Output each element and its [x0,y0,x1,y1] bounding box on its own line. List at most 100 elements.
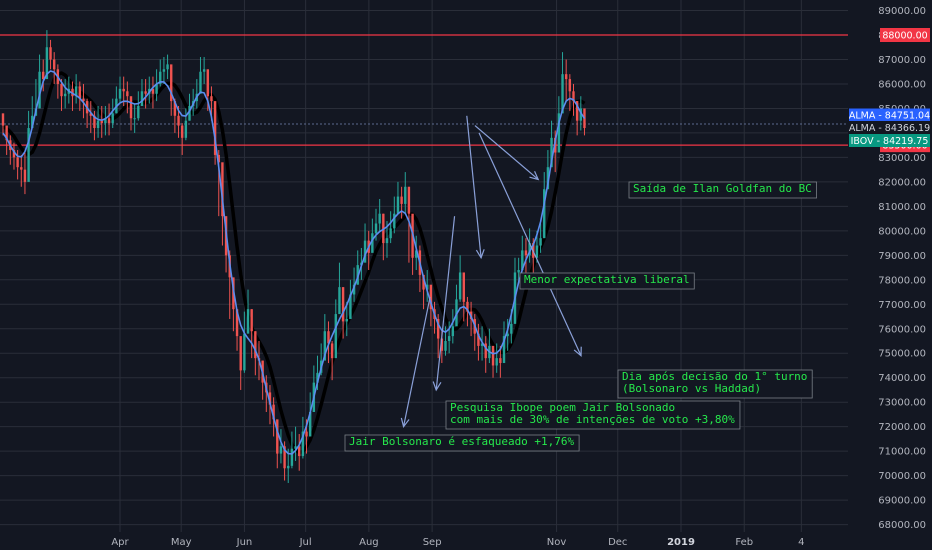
candle-body [510,323,513,334]
annotation-box[interactable] [344,434,580,452]
candle-body [564,74,568,80]
price-tick-label: 78000.00 [878,275,926,286]
candle-body [122,88,125,92]
candle-body [407,186,411,214]
candle-body [177,115,180,126]
candle-body [217,154,220,163]
annotation-text: (Bolsonaro vs Haddad) [622,382,761,395]
price-tick-label: 73000.00 [878,398,926,409]
candle-body [385,238,389,244]
candle-body [543,189,546,239]
candle-body [221,162,224,217]
candle-body [363,240,367,263]
candle-body [78,86,81,99]
candle-body [199,71,202,94]
candle-body [170,64,173,102]
candle-body [235,309,239,337]
annotation-arrow-line[interactable] [466,115,482,258]
candle-body [60,83,63,97]
price-tick-label: 71000.00 [878,447,926,458]
candle-body [140,91,144,106]
candle-body [451,326,455,337]
price-tick-label: 72000.00 [878,422,926,433]
candle-body [27,128,30,182]
candle-body [276,419,279,454]
candle-body [557,113,561,153]
price-tick-label: 79000.00 [878,251,926,262]
annotation-arrow-head [573,346,582,357]
time-tick-label: May [171,537,192,548]
candle-body [89,113,92,116]
candle-body [38,71,41,109]
annotation-box[interactable] [445,400,741,430]
candle-body [206,69,209,97]
candle-body [539,238,542,246]
candle-body [301,431,305,457]
candle-body [561,74,564,114]
candle-body [166,64,169,70]
candle-body [495,358,498,366]
candle-body [400,196,403,204]
candle-body [298,446,301,457]
candle-body [239,336,242,371]
candle-body [42,71,45,80]
hline-price-text: 88000.00 [882,31,927,42]
candle-body [396,196,400,214]
candle-body [129,96,133,119]
price-tick-label: 76000.00 [878,324,926,335]
candle-body [202,69,206,72]
price-axis[interactable]: 68000.00 69000.00 70000.00 71000.00 72000.00… [878,6,926,531]
annotations[interactable]: Saída de Ilan Goldfan do BC Menor expecta… [344,181,817,452]
candle-body [287,465,290,469]
series-price-text: IBOV - 84219.75 [851,136,929,147]
candle-body [462,272,465,302]
candle-body [107,118,111,124]
annotation-arrow-line[interactable] [402,296,431,427]
price-axis-background [848,0,932,532]
candle-body [246,309,250,334]
candle-body [535,245,539,258]
price-tick-label: 81000.00 [878,202,926,213]
candle-body [243,333,246,371]
annotation-arrow-head [475,249,485,260]
annotation-arrows[interactable] [400,115,582,429]
candle-body [374,223,378,234]
annotation-box[interactable] [519,272,695,290]
series-price-tag [849,121,930,134]
candle-body [16,157,19,168]
candle-body [345,318,348,322]
time-axis[interactable]: Apr May Jun Jul Aug Sep Nov Dec 2019 Feb 4 [111,537,804,548]
candle-body [279,446,283,454]
candle-body [484,343,487,359]
annotation-arrow-line[interactable] [474,125,539,180]
candle-body [477,333,480,346]
time-axis-background [0,532,932,550]
candle-body [173,101,177,116]
candle-body [12,150,16,158]
annotation-box[interactable] [617,369,813,399]
black-trend-line [2,71,586,455]
candle-body [144,91,147,94]
horizontal-lines[interactable] [0,34,848,146]
price-tick-label: 89000.00 [878,6,926,17]
candle-body [82,98,85,102]
candle-body [20,167,23,170]
annotation-arrow-line[interactable] [435,216,456,391]
candle-body [528,243,531,256]
candle-body [290,448,294,466]
candle-body [49,47,52,60]
series-price-tag [849,108,930,122]
candle-body [546,167,550,190]
candle-body [521,250,524,271]
candle-body [330,343,334,359]
price-tick-label: 83000.00 [878,153,926,164]
candle-body [338,287,341,315]
annotation-box[interactable] [628,181,817,199]
candle-body [104,118,107,124]
price-tick-label: 74000.00 [878,373,926,384]
annotation-arrow-line[interactable] [478,132,582,356]
series-price-tag [849,134,930,147]
